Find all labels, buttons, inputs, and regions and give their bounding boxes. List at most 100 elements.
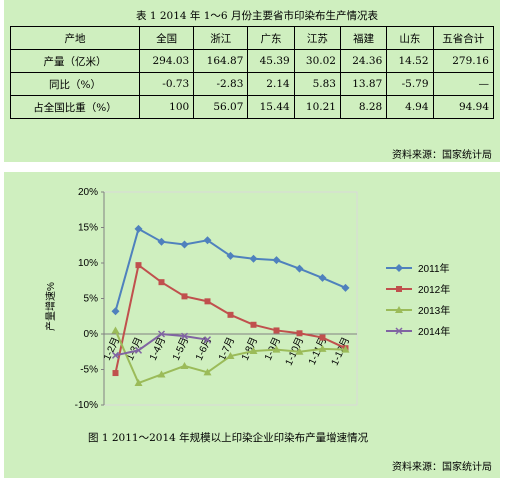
y-tick-label: -10% (75, 400, 98, 411)
data-point (204, 298, 211, 305)
data-point (134, 346, 143, 354)
data-point (180, 240, 189, 249)
table-row: 产量（亿米） 294.03 164.87 45.39 30.02 24.36 1… (10, 49, 495, 73)
data-point (180, 361, 189, 369)
table-cell: 294.03 (138, 49, 195, 73)
y-tick-label: 10% (78, 258, 98, 269)
data-point (111, 307, 120, 316)
y-tick-label: 0% (84, 329, 99, 340)
table-row: 同比（%） -0.73 -2.83 2.14 5.83 13.87 -5.79 … (10, 72, 495, 96)
table-panel: 表 1 2014 年 1～6 月份主要省市印染布生产情况表 产地 全国 浙江 广… (4, 0, 500, 162)
data-point (181, 293, 188, 300)
y-tick-label: 20% (78, 187, 98, 198)
data-point (272, 345, 281, 353)
data-point (111, 351, 120, 359)
production-table: 产地 全国 浙江 广东 江苏 福建 山东 五省合计 产量（亿米） 294.03 … (10, 26, 495, 119)
growth-line-chart: 20%15%10%5%0%-5%-10%产量增速%1-2月 1-3月 1-4月 1-5… (44, 187, 450, 411)
legend-marker (395, 306, 403, 313)
data-point (272, 256, 281, 265)
data-point (250, 321, 257, 328)
data-point (249, 254, 258, 263)
data-point (341, 345, 350, 353)
figure-caption: 图 1 2011～2014 年规模以上印染企业印染布产量增速情况 (88, 432, 369, 444)
legend-label: 2012年 (418, 283, 450, 296)
legend-marker (396, 286, 402, 292)
data-point (227, 311, 234, 318)
data-point (157, 370, 166, 378)
table-cell: 100 (138, 95, 195, 119)
table-cell: 15.44 (247, 95, 295, 119)
data-point (158, 279, 165, 286)
data-point (249, 347, 258, 355)
row-label: 同比（%） (10, 72, 140, 96)
table-cell: 8.28 (339, 95, 388, 119)
table-cell: 14.52 (386, 49, 434, 73)
table-cell: -5.79 (386, 72, 434, 96)
data-point (157, 237, 166, 246)
table-cell: 30.02 (293, 49, 341, 73)
header-cell: 全国 (138, 26, 195, 50)
data-point (157, 330, 166, 338)
data-point (135, 262, 142, 269)
table-header-row: 产地 全国 浙江 广东 江苏 福建 山东 五省合计 (10, 26, 495, 50)
header-cell: 五省合计 (432, 26, 495, 50)
header-cell: 江苏 (293, 26, 341, 50)
header-cell: 浙江 (193, 26, 249, 50)
y-axis-label: 产量增速% (44, 282, 57, 331)
data-point (295, 264, 304, 273)
table-cell: 4.94 (386, 95, 434, 119)
figure-source-note: 资料来源：国家统计局 (392, 462, 492, 473)
table-cell: 94.94 (432, 95, 495, 119)
table-cell: 45.39 (247, 49, 295, 73)
table-row: 占全国比重（%） 100 56.07 15.44 10.21 8.28 4.94… (10, 95, 495, 119)
table-source-note: 资料来源：国家统计局 (392, 150, 492, 161)
legend-label: 2013年 (418, 304, 450, 317)
table-cell: 279.16 (432, 49, 495, 73)
header-cell: 山东 (386, 26, 434, 50)
x-tick-label: 1-9月 (262, 335, 283, 362)
data-point (112, 370, 119, 377)
y-tick-label: 15% (78, 223, 98, 234)
data-point (273, 327, 280, 334)
legend-label: 2011年 (418, 262, 450, 275)
header-cell: 福建 (339, 26, 388, 50)
data-point (296, 330, 303, 337)
table-cell: 5.83 (293, 72, 341, 96)
data-point (203, 236, 212, 245)
data-point (226, 352, 235, 360)
header-cell: 产地 (10, 26, 140, 50)
data-point (341, 283, 350, 292)
data-point (318, 344, 327, 352)
header-cell: 广东 (247, 26, 295, 50)
data-point (111, 326, 120, 334)
x-tick-label: 1-8月 (239, 335, 260, 362)
table-cell: 13.87 (339, 72, 388, 96)
table-cell: 10.21 (293, 95, 341, 119)
table-cell: 56.07 (193, 95, 249, 119)
series-line-2011年 (114, 227, 346, 312)
plot-area (103, 191, 358, 406)
y-tick-label: 5% (84, 294, 99, 305)
table-cell: — (432, 72, 495, 96)
table-cell: 164.87 (193, 49, 249, 73)
data-point (203, 336, 212, 344)
data-point (134, 224, 143, 233)
table-caption: 表 1 2014 年 1～6 月份主要省市印染布生产情况表 (136, 10, 378, 22)
table-cell: 2.14 (247, 72, 295, 96)
data-point (226, 251, 235, 260)
data-point (180, 332, 189, 340)
legend-marker (395, 327, 403, 335)
x-tick-label: 1-5月 (170, 335, 191, 362)
legend-label: 2014年 (418, 325, 450, 338)
data-point (203, 368, 212, 376)
table-cell: -0.73 (138, 72, 195, 96)
y-tick-label: -5% (80, 365, 98, 376)
data-point (319, 334, 326, 341)
data-point (295, 347, 304, 355)
row-label: 产量（亿米） (10, 49, 140, 73)
chart-panel: 20% 15% 10% 5% 0% -5% -10% 产量增速% 1-2月 1-3月 1-4月 1-5… (4, 172, 500, 478)
legend-marker (395, 264, 403, 272)
data-point (318, 273, 327, 282)
x-tick-label: 1-4月 (147, 335, 168, 362)
table-cell: 24.36 (339, 49, 388, 73)
